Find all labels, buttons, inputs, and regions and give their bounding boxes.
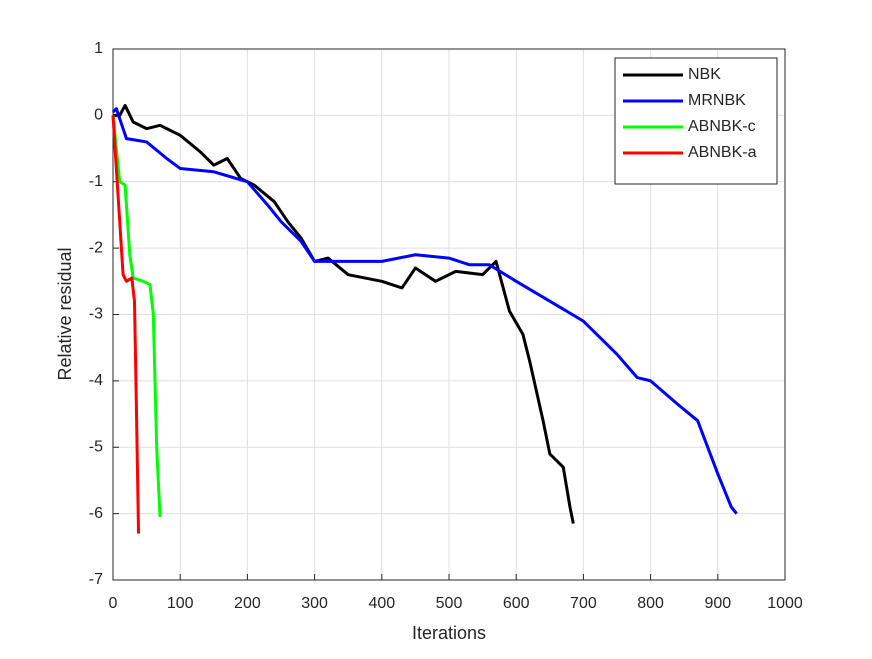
legend-label: MRNBK [688,92,746,109]
y-tick-label: -3 [89,306,103,323]
y-tick-label: -6 [89,505,103,522]
x-tick-label: 400 [368,595,395,612]
legend-label: ABNBK-c [688,118,756,135]
x-tick-label: 700 [570,595,597,612]
x-tick-label: 200 [234,595,261,612]
legend-box [614,57,778,185]
y-axis-label: Relative residual [55,247,75,380]
y-tick-label: -2 [89,239,103,256]
x-tick-label: 300 [301,595,328,612]
x-axis-label: Iterations [412,623,486,643]
legend-label: NBK [688,66,721,83]
y-tick-label: -4 [89,372,103,389]
y-tick-label: -1 [89,173,103,190]
x-tick-label: 500 [436,595,463,612]
series-line [113,103,575,524]
y-tick-label: 0 [94,107,103,124]
y-tick-label: -7 [89,571,103,588]
x-tick-label: 1000 [767,595,803,612]
x-tick-label: 900 [704,595,731,612]
y-tick-label: -5 [89,438,103,455]
x-tick-label: 0 [109,595,118,612]
plot-frame [112,48,786,581]
series-line [111,107,738,515]
x-tick-label: 800 [637,595,664,612]
x-tick-label: 100 [167,595,194,612]
y-tick-label: 1 [94,40,103,57]
series-line [111,115,141,534]
x-tick-label: 600 [503,595,530,612]
legend-label: ABNBK-a [688,144,757,161]
